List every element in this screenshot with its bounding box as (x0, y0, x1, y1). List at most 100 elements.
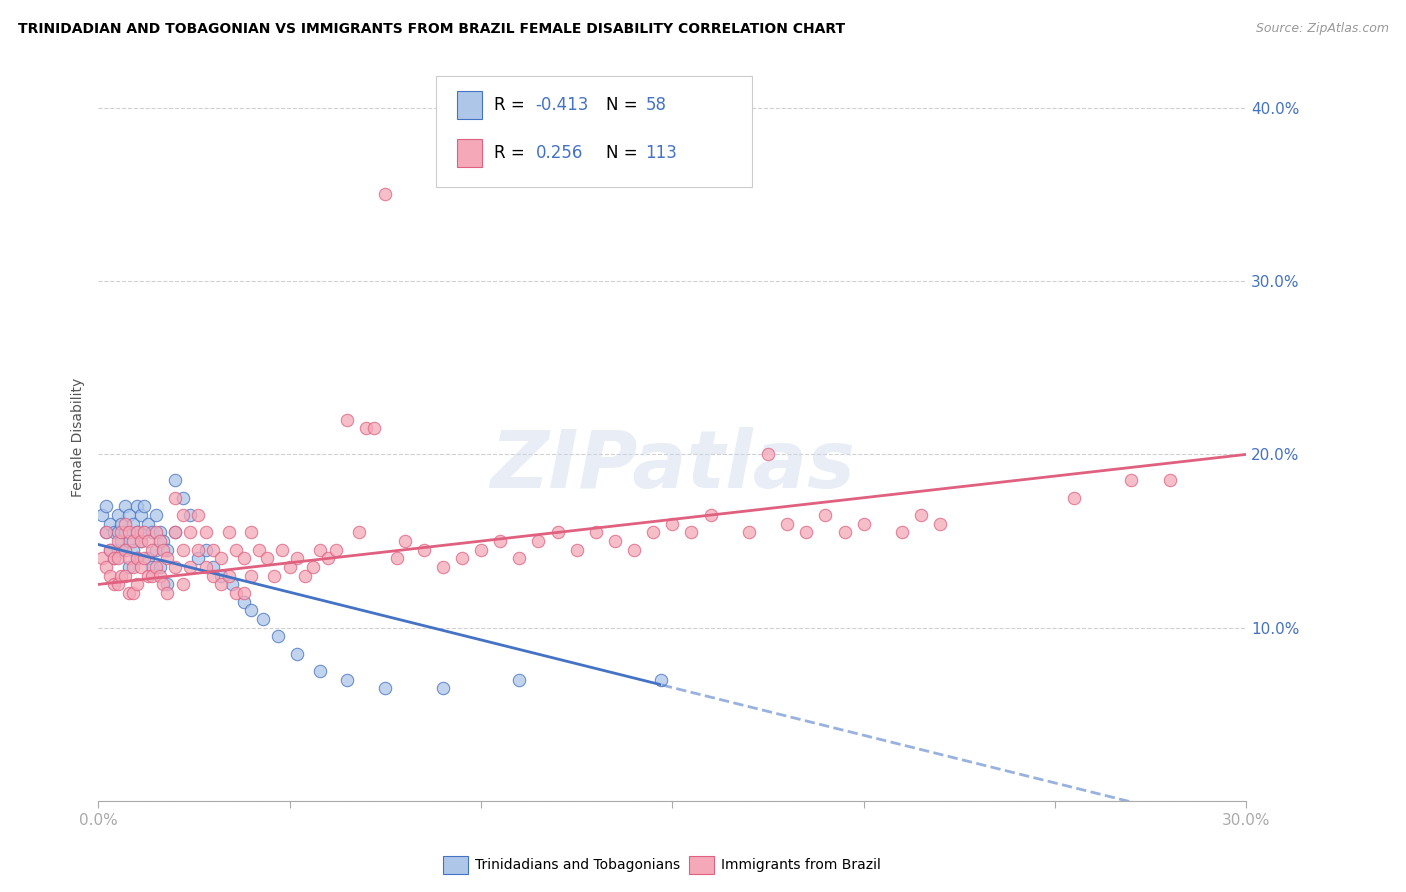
Point (412, 542, 434, 557)
Point (125, 551, 148, 566)
Point (232, 551, 254, 566)
Point (267, 629, 290, 643)
Point (156, 551, 179, 566)
Point (107, 542, 129, 557)
Point (218, 525, 240, 540)
Point (225, 586, 247, 600)
Point (336, 413, 359, 427)
Text: Immigrants from Brazil: Immigrants from Brazil (721, 858, 882, 872)
Point (187, 551, 209, 566)
Point (163, 525, 186, 540)
Point (603, 534, 626, 549)
Point (890, 525, 912, 540)
Text: Source: ZipAtlas.com: Source: ZipAtlas.com (1256, 22, 1389, 36)
Point (110, 516, 132, 531)
Point (118, 525, 141, 540)
Point (145, 542, 167, 557)
Point (103, 577, 125, 591)
Point (325, 542, 347, 557)
Point (149, 568, 172, 582)
Point (114, 568, 136, 582)
Point (309, 664, 332, 678)
Point (263, 568, 285, 582)
Point (91, 508, 114, 522)
Point (240, 568, 263, 582)
Point (699, 508, 721, 522)
Point (623, 542, 645, 557)
Point (114, 542, 136, 557)
Text: 113: 113 (645, 145, 678, 162)
Point (316, 551, 339, 566)
Point (172, 577, 194, 591)
Point (470, 542, 492, 557)
Point (152, 534, 174, 549)
Point (149, 560, 172, 574)
Point (114, 500, 136, 514)
Text: N =: N = (606, 145, 643, 162)
Point (156, 586, 179, 600)
Point (103, 525, 125, 540)
Y-axis label: Female Disability: Female Disability (72, 377, 86, 497)
Point (152, 542, 174, 557)
Point (125, 525, 148, 540)
Point (232, 586, 254, 600)
Point (278, 560, 301, 574)
Point (118, 586, 141, 600)
Point (110, 568, 132, 582)
Point (794, 525, 817, 540)
Point (98, 568, 121, 582)
Point (451, 551, 474, 566)
Point (394, 534, 416, 549)
Point (432, 560, 454, 574)
Point (650, 673, 672, 687)
Point (136, 568, 159, 582)
Point (240, 603, 263, 617)
Point (163, 560, 186, 574)
Point (527, 534, 550, 549)
Point (232, 595, 254, 609)
Point (172, 491, 194, 505)
Point (129, 534, 152, 549)
Point (134, 525, 156, 540)
Point (929, 516, 952, 531)
Point (681, 525, 703, 540)
Point (98, 542, 121, 557)
Text: 58: 58 (645, 96, 666, 114)
Point (118, 508, 141, 522)
Point (814, 508, 837, 522)
Text: R =: R = (494, 96, 530, 114)
Text: -0.413: -0.413 (536, 96, 589, 114)
Point (125, 500, 148, 514)
Point (107, 551, 129, 566)
Point (834, 525, 856, 540)
Point (98, 542, 121, 557)
Point (271, 542, 294, 557)
Point (136, 534, 159, 549)
Point (385, 551, 408, 566)
Point (122, 586, 145, 600)
Point (336, 673, 359, 687)
Point (643, 525, 665, 540)
Point (136, 551, 159, 566)
Point (194, 542, 217, 557)
Point (94, 525, 117, 540)
Point (585, 525, 607, 540)
Point (294, 568, 316, 582)
Point (209, 577, 232, 591)
Point (141, 568, 163, 582)
Point (301, 560, 323, 574)
Point (107, 525, 129, 540)
Point (145, 560, 167, 574)
Point (122, 560, 145, 574)
Point (247, 542, 270, 557)
Text: Trinidadians and Tobagonians: Trinidadians and Tobagonians (475, 858, 681, 872)
Point (910, 508, 932, 522)
Text: N =: N = (606, 96, 643, 114)
Point (179, 508, 201, 522)
Point (134, 500, 156, 514)
Point (221, 577, 243, 591)
Point (432, 681, 454, 696)
Text: R =: R = (494, 145, 534, 162)
Point (163, 491, 186, 505)
Point (103, 551, 125, 566)
